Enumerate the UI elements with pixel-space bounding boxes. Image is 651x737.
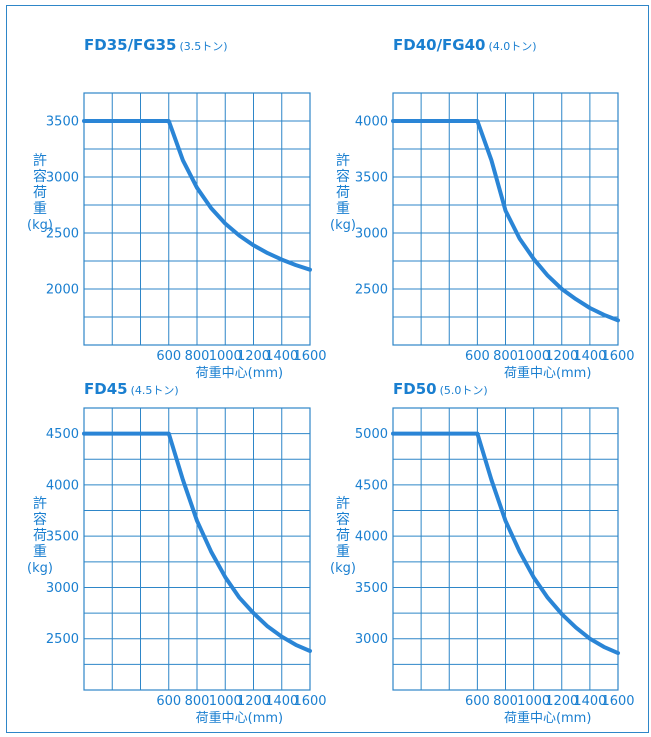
x-tick-label: 1400 [573, 694, 606, 709]
chart-title: FD35/FG35 [84, 36, 176, 54]
chart-panel-1: FD35/FG35 (3.5トン) 2000 2500 3000 3500 600 800 10… [27, 36, 327, 381]
x-tick-label: 1200 [237, 349, 270, 364]
chart-subtitle: (3.5トン) [179, 40, 227, 53]
series-line [82, 119, 312, 272]
y-tick-label: 3000 [355, 632, 388, 647]
plot-border [83, 407, 311, 691]
series-line [391, 119, 620, 323]
x-tick-label: 1400 [573, 349, 606, 364]
chart-panel-2: FD40/FG40 (4.0トン) 2500 3000 3500 4000 600 800 10… [330, 36, 635, 381]
x-axis-label: 荷重中心(mm) [196, 710, 283, 726]
x-tick-label: 800 [493, 694, 518, 709]
x-tick-label: 1000 [209, 349, 242, 364]
y-tick-label: 2500 [46, 227, 79, 242]
x-tick-label: 1600 [601, 694, 634, 709]
y-tick-label: 4500 [355, 478, 388, 493]
y-axis-label-char: 容 [336, 168, 350, 185]
x-tick-label: 800 [185, 349, 210, 364]
x-axis-label: 荷重中心(mm) [504, 710, 591, 726]
plot-border [83, 92, 311, 346]
y-axis-label-char: 荷 [336, 528, 350, 544]
figure-frame [6, 5, 649, 733]
chart-subtitle: (4.0トン) [488, 40, 536, 53]
y-axis-label-unit: (kg) [27, 218, 53, 233]
x-tick-label: 1600 [601, 349, 634, 364]
x-tick-label: 1200 [545, 349, 578, 364]
y-axis-label-unit: (kg) [27, 561, 53, 576]
y-axis-label-unit: (kg) [330, 561, 356, 576]
y-tick-label: 4000 [355, 115, 388, 130]
x-axis-label: 荷重中心(mm) [504, 365, 591, 381]
y-axis-label-char: 許 [336, 153, 350, 169]
y-axis-label-char: 重 [33, 544, 47, 560]
x-tick-label: 1400 [265, 694, 298, 709]
chart-panel-4: FD50 (5.0トン) 3000 3500 4000 4500 5000 600 800 100… [330, 380, 635, 726]
x-tick-label: 1600 [293, 694, 326, 709]
y-axis-label-char: 重 [33, 201, 47, 217]
y-axis-label-char: 容 [33, 511, 47, 528]
y-tick-label: 3500 [46, 530, 79, 545]
x-tick-label: 1000 [209, 694, 242, 709]
y-axis-label-unit: (kg) [330, 218, 356, 233]
x-tick-label: 800 [493, 349, 518, 364]
plot-border [392, 92, 619, 346]
y-tick-label: 4000 [355, 530, 388, 545]
x-tick-label: 1400 [265, 349, 298, 364]
x-tick-label: 600 [465, 349, 490, 364]
y-axis-label-char: 荷 [33, 528, 47, 544]
y-tick-label: 4500 [46, 427, 79, 442]
y-tick-label: 3500 [355, 581, 388, 596]
chart-title: FD50 [393, 380, 437, 398]
y-tick-label: 3000 [46, 171, 79, 186]
x-tick-label: 600 [156, 694, 181, 709]
x-tick-label: 800 [185, 694, 210, 709]
y-axis-label-char: 許 [336, 496, 350, 512]
y-axis-label-char: 許 [33, 496, 47, 512]
x-tick-label: 600 [156, 349, 181, 364]
y-axis-label-char: 重 [336, 201, 350, 217]
y-tick-label: 3500 [355, 171, 388, 186]
y-axis-label-char: 荷 [336, 185, 350, 201]
x-axis-label: 荷重中心(mm) [196, 365, 283, 381]
x-tick-label: 1200 [545, 694, 578, 709]
y-tick-label: 5000 [355, 427, 388, 442]
y-tick-label: 2000 [46, 283, 79, 298]
chart-panel-3: FD45 (4.5トン) 2500 3000 3500 4000 4500 600 800 100… [27, 380, 327, 726]
x-tick-label: 1000 [517, 694, 550, 709]
y-tick-label: 3000 [46, 581, 79, 596]
y-axis-label-char: 容 [33, 168, 47, 185]
y-axis-label-char: 容 [336, 511, 350, 528]
plot-border [392, 407, 619, 691]
y-axis-label-char: 荷 [33, 185, 47, 201]
chart-subtitle: (4.5トン) [131, 384, 179, 397]
chart-subtitle: (5.0トン) [440, 384, 488, 397]
series-line [391, 431, 620, 656]
y-tick-label: 2500 [46, 632, 79, 647]
series-line [82, 431, 312, 653]
y-tick-label: 3500 [46, 115, 79, 130]
chart-title: FD45 [84, 380, 128, 398]
y-tick-label: 3000 [355, 227, 388, 242]
y-tick-label: 4000 [46, 478, 79, 493]
x-tick-label: 1000 [517, 349, 550, 364]
x-tick-label: 1600 [293, 349, 326, 364]
y-tick-label: 2500 [355, 283, 388, 298]
y-axis-label-char: 重 [336, 544, 350, 560]
x-tick-label: 600 [465, 694, 490, 709]
x-tick-label: 1200 [237, 694, 270, 709]
chart-title: FD40/FG40 [393, 36, 485, 54]
y-axis-label-char: 許 [33, 153, 47, 169]
